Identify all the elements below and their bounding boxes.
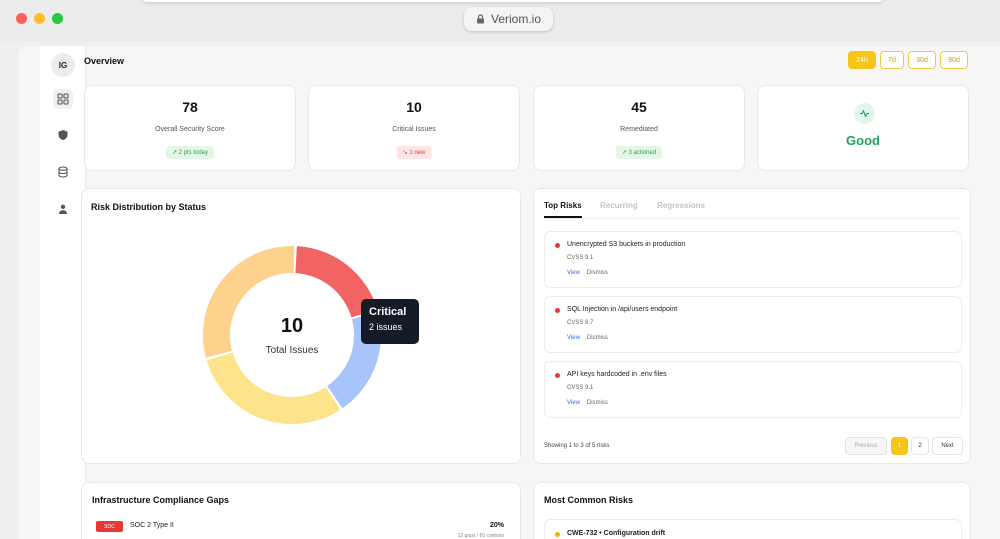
health-status: Good [846, 133, 880, 148]
avatar[interactable]: IG [51, 53, 75, 77]
stat-value: 78 [182, 99, 198, 115]
view-link[interactable]: View [567, 270, 580, 276]
common-risk-item[interactable]: CWE-732 • Configuration drift [544, 519, 962, 539]
range-90d-button[interactable]: 90d [940, 51, 968, 69]
address-bar[interactable]: Veriom.io [464, 7, 554, 31]
stat-card-critical-issues: 10 Critical Issues ↘ 1 new [308, 85, 520, 171]
donut-slice[interactable] [206, 352, 341, 424]
activity-icon [854, 103, 875, 124]
page-title: Overview [84, 56, 125, 66]
severity-dot [555, 532, 560, 537]
risk-distribution-card: Risk Distribution by Status 10 Total Iss… [81, 188, 521, 464]
risk-tabs: Top Risks Recurring Regressions [544, 201, 960, 219]
pagination-summary: Showing 1 to 3 of 5 risks [544, 443, 610, 449]
compliance-card: Infrastructure Compliance Gaps SOC SOC 2… [81, 482, 521, 539]
trend-badge: ↗ 3 actioned [615, 146, 663, 159]
donut-slice[interactable] [203, 246, 295, 358]
common-risk-title: CWE-732 • Configuration drift [567, 530, 666, 537]
maximize-window-button[interactable] [52, 13, 63, 24]
stat-label: Critical Issues [392, 126, 436, 133]
close-window-button[interactable] [16, 13, 27, 24]
range-7d-button[interactable]: 7d [880, 51, 904, 69]
card-title: Infrastructure Compliance Gaps [92, 495, 230, 505]
view-link[interactable]: View [567, 400, 580, 406]
lock-icon [476, 14, 485, 24]
grid-icon [57, 93, 69, 105]
top-risks-card: Top Risks Recurring Regressions Unencryp… [533, 188, 971, 464]
chart-tooltip: Critical 2 issues [361, 299, 419, 344]
stat-card-security-score: 78 Overall Security Score ↗ 2 pts today [84, 85, 296, 171]
sidebar-item-users[interactable] [53, 199, 73, 219]
window-controls [16, 13, 63, 24]
page-1-button[interactable]: 1 [891, 437, 908, 455]
framework-badge: SOC [96, 521, 123, 532]
framework-detail: 12 gaps / 60 controls [457, 533, 504, 539]
risk-title: API keys hardcoded in .env files [567, 371, 667, 378]
next-page-button[interactable]: Next [932, 437, 963, 455]
trend-badge: ↗ 2 pts today [165, 146, 215, 159]
risk-title: SQL Injection in /api/users endpoint [567, 306, 678, 313]
stat-value: 10 [406, 99, 422, 115]
risk-title: Unencrypted S3 buckets in production [567, 241, 686, 248]
browser-toolbar-overlay [140, 0, 885, 2]
card-title: Risk Distribution by Status [91, 202, 207, 212]
risk-cvss: CVSS 9.1 [567, 255, 594, 261]
page-2-button[interactable]: 2 [911, 437, 929, 455]
sidebar-item-data[interactable] [53, 162, 73, 182]
stat-card-remediated: 45 Remediated ↗ 3 actioned [533, 85, 745, 171]
risk-actions: View Dismiss [567, 335, 608, 341]
risk-item[interactable]: SQL Injection in /api/users endpoint CVS… [544, 296, 962, 353]
stat-label: Overall Security Score [155, 126, 225, 133]
tab-regressions[interactable]: Regressions [657, 201, 706, 210]
framework-percent: 20% [489, 522, 504, 529]
donut-total-label: Total Issues [265, 345, 319, 356]
risk-cvss: CVSS 9.1 [567, 385, 594, 391]
tooltip-subtitle: 2 issues [369, 322, 403, 332]
range-24h-button[interactable]: 24h [848, 51, 876, 69]
stat-card-health: Good [757, 85, 969, 171]
user-icon [59, 204, 67, 214]
view-link[interactable]: View [567, 335, 580, 341]
shield-icon [58, 130, 68, 140]
database-icon [58, 166, 68, 178]
severity-dot [555, 373, 560, 378]
minimize-window-button[interactable] [34, 13, 45, 24]
browser-chrome: Veriom.io [0, 0, 1000, 42]
range-30d-button[interactable]: 30d [908, 51, 936, 69]
risk-item[interactable]: API keys hardcoded in .env files CVSS 9.… [544, 361, 962, 418]
risk-actions: View Dismiss [567, 400, 608, 406]
donut-total-value: 10 [280, 315, 304, 337]
risk-cvss: CVSS 8.7 [567, 320, 594, 326]
common-risks-card: Most Common Risks CWE-732 • Configuratio… [533, 482, 971, 539]
tab-recurring[interactable]: Recurring [600, 201, 638, 210]
donut-slice[interactable] [295, 246, 378, 318]
risk-item[interactable]: Unencrypted S3 buckets in production CVS… [544, 231, 962, 288]
tab-top-risks[interactable]: Top Risks [544, 201, 582, 218]
severity-dot [555, 243, 560, 248]
framework-name: SOC 2 Type II [130, 522, 174, 529]
dismiss-link[interactable]: Dismiss [586, 400, 608, 406]
stat-label: Remediated [620, 126, 658, 133]
previous-page-button[interactable]: Previous [845, 437, 887, 455]
card-title: Most Common Risks [544, 495, 634, 505]
severity-dot [555, 308, 560, 313]
dismiss-link[interactable]: Dismiss [586, 270, 608, 276]
sidebar-item-dashboard[interactable] [53, 89, 73, 109]
sidebar: IG [40, 46, 86, 539]
address-bar-url: Veriom.io [491, 12, 542, 26]
tooltip-title: Critical [369, 306, 407, 318]
dismiss-link[interactable]: Dismiss [586, 335, 608, 341]
trend-badge: ↘ 1 new [396, 146, 432, 159]
risk-actions: View Dismiss [567, 270, 608, 276]
sidebar-item-security[interactable] [53, 125, 73, 145]
stat-value: 45 [631, 99, 647, 115]
